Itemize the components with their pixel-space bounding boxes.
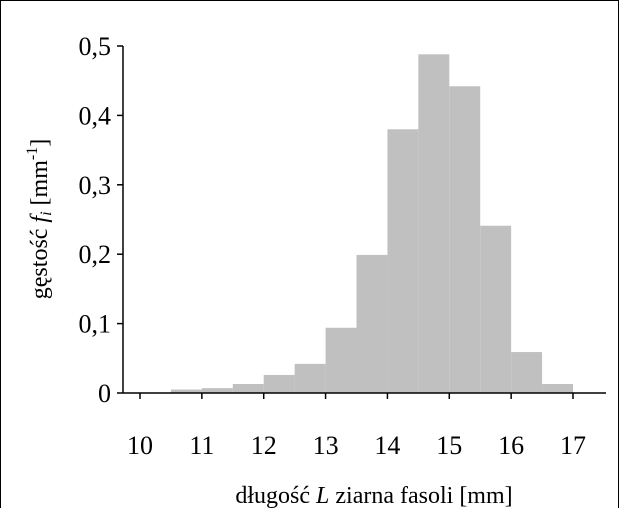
x-axis-label-part-2: ziarna fasoli [mm] (329, 483, 512, 508)
y-axis-label: gęstość fi [mm-1] (24, 139, 55, 299)
x-tick-label-6: 16 (498, 431, 524, 460)
y-axis-label-part-1: gęstość (27, 223, 53, 300)
y-tick-label-2: 0,2 (79, 240, 112, 269)
histogram-bar-11 (480, 225, 512, 393)
histogram-bar-8 (387, 129, 419, 393)
y-axis-label-symbol: f (27, 213, 53, 223)
histogram-bar-9 (418, 54, 450, 393)
x-tick-label-0: 10 (127, 431, 153, 460)
histogram-bar-1 (170, 389, 202, 393)
x-axis-label: długość L ziarna fasoli [mm] (235, 483, 512, 508)
y-tick-label-5: 0,5 (79, 32, 112, 61)
y-axis-label-part-3: ] (27, 139, 53, 147)
y-tick-label-4: 0,4 (79, 101, 112, 130)
x-tick-label-2: 12 (251, 431, 277, 460)
x-tick-label-3: 13 (313, 431, 339, 460)
histogram-bar-3 (232, 383, 264, 393)
y-tick-label-3: 0,3 (79, 171, 112, 200)
histogram-bar-12 (511, 352, 543, 393)
histogram-bar-13 (542, 383, 573, 393)
histogram-bar-4 (263, 374, 295, 393)
y-tick-label-1: 0,1 (79, 310, 112, 339)
bars-group (170, 54, 573, 393)
x-tick-label-1: 11 (189, 431, 214, 460)
y-axis-label-superscript: -1 (24, 147, 41, 160)
x-ticks-group: 10 11 12 13 14 15 16 17 (127, 393, 586, 460)
histogram-bar-6 (325, 327, 357, 393)
x-axis-label-symbol: L (315, 483, 329, 508)
x-tick-label-5: 15 (436, 431, 462, 460)
histogram-bar-10 (449, 86, 481, 393)
histogram-bar-5 (294, 363, 326, 393)
y-axis-label-subscript: i (38, 211, 55, 215)
y-tick-label-0: 0 (98, 379, 111, 408)
x-tick-label-7: 17 (560, 431, 586, 460)
histogram-bar-2 (201, 388, 233, 393)
y-axis-label-part-2: [mm (27, 160, 53, 212)
x-tick-label-4: 14 (374, 431, 400, 460)
histogram-bar-7 (356, 254, 388, 393)
y-ticks-group: 0 0,1 0,2 0,3 0,4 0,5 (79, 32, 123, 408)
x-axis-label-part-1: długość (235, 483, 316, 508)
